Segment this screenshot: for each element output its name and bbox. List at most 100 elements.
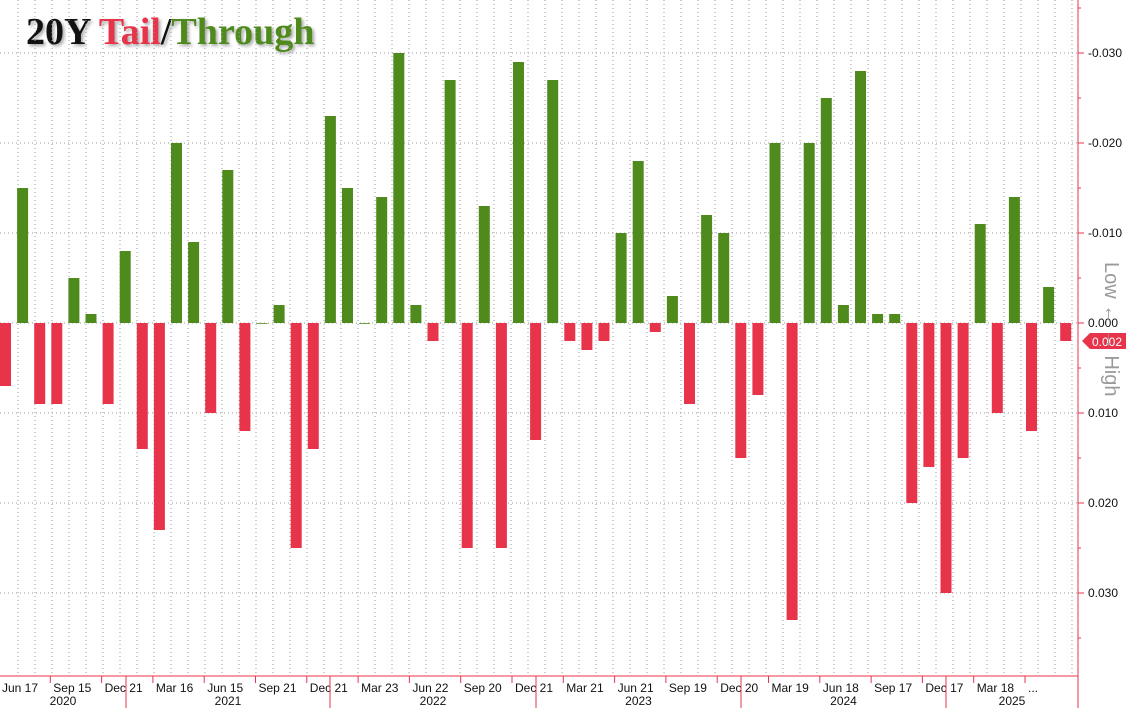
tail-bar: [1026, 323, 1037, 431]
tail-bar: [136, 323, 148, 449]
tail-bar: [735, 323, 747, 458]
tail-bar: [923, 323, 935, 467]
through-bar: [68, 278, 80, 323]
through-bar: [222, 170, 234, 323]
through-bar: [17, 188, 29, 323]
x-tick-label: Mar 16: [156, 681, 194, 695]
x-tick-label: Jun 17: [2, 681, 38, 695]
through-bar: [119, 251, 131, 323]
through-bar: [1008, 197, 1020, 323]
through-bar: [547, 80, 559, 323]
year-label: 2024: [830, 694, 857, 708]
through-bar: [256, 323, 268, 324]
tail-bar: [957, 323, 969, 458]
x-tick-label: Dec 21: [310, 681, 348, 695]
year-label: 2023: [625, 694, 652, 708]
x-tick-label: Jun 15: [207, 681, 243, 695]
last-value-tag: [1082, 333, 1126, 349]
through-bar: [820, 98, 832, 323]
through-bar: [632, 161, 644, 323]
x-axis: Jun 17 Sep 15 Dec 21 Mar 16 Jun 15 Sep 21 Dec …: [0, 675, 1079, 708]
y-axis: -0.030 -0.020 -0.010 0.000 0.010 0.020 0.030 0.…: [1077, 0, 1126, 676]
tail-bar: [51, 323, 63, 404]
through-bar: [478, 206, 490, 323]
through-bar: [803, 143, 815, 323]
tail-bar: [102, 323, 114, 404]
tail-bar: [1060, 323, 1072, 341]
bar-series: [0, 53, 1072, 620]
tail-bar: [940, 323, 952, 593]
x-tick-label: Sep 21: [259, 681, 297, 695]
year-label: 2022: [420, 694, 447, 708]
x-tick-label: Jun 21: [618, 681, 654, 695]
through-bar: [974, 224, 986, 323]
tail-bar: [530, 323, 542, 440]
tail-bar: [153, 323, 165, 530]
y-tick-label: -0.010: [1088, 226, 1122, 240]
y-axis-label-text: Low ← → High: [1100, 262, 1122, 397]
through-bar: [666, 296, 678, 323]
through-bar: [444, 80, 456, 323]
through-bar: [342, 188, 353, 323]
through-bar: [889, 314, 901, 323]
tail-bar: [34, 323, 46, 404]
tail-bar: [495, 323, 507, 548]
through-bar: [188, 242, 200, 323]
tail-bar: [290, 323, 302, 548]
through-bar: [393, 53, 405, 323]
through-bar: [872, 314, 884, 323]
year-label: 2020: [50, 694, 77, 708]
title-slash: /: [160, 11, 172, 53]
through-bar: [359, 323, 371, 324]
x-tick-label: Mar 19: [772, 681, 810, 695]
x-tick-label: Mar 21: [566, 681, 604, 695]
through-bar: [324, 116, 336, 323]
x-tick-label: Sep 15: [53, 681, 91, 695]
tail-bar: [581, 323, 593, 350]
tail-bar: [239, 323, 251, 431]
tail-bar: [752, 323, 764, 395]
title-tail: Tail: [98, 11, 161, 53]
x-tick-label: Dec 21: [105, 681, 143, 695]
through-bar: [513, 62, 524, 323]
chart-title: 20Y Tail/Through: [26, 10, 314, 54]
tail-bar: [598, 323, 610, 341]
through-bar: [837, 305, 849, 323]
tail-bar: [461, 323, 473, 548]
tail-bar: [991, 323, 1003, 413]
last-value-label: 0.002: [1092, 335, 1122, 349]
tail-bar: [307, 323, 319, 449]
tail-bar: [0, 323, 11, 386]
y-tick-label: 0.010: [1088, 406, 1118, 420]
tail-bar: [906, 323, 918, 503]
x-tick-label: ...: [1028, 681, 1038, 695]
through-bar: [855, 71, 866, 323]
title-through: Through: [171, 11, 315, 53]
x-tick-label: Dec 20: [720, 681, 758, 695]
tail-bar: [786, 323, 798, 620]
year-label: 2021: [215, 694, 242, 708]
x-tick-label: Jun 18: [823, 681, 859, 695]
tail-bar: [649, 323, 661, 332]
through-bar: [410, 305, 422, 323]
x-tick-label: Dec 17: [925, 681, 963, 695]
x-tick-label: Jun 22: [412, 681, 448, 695]
through-bar: [273, 305, 285, 323]
through-bar: [1043, 287, 1055, 323]
through-bar: [615, 233, 627, 323]
x-tick-label: Sep 20: [464, 681, 502, 695]
through-bar: [718, 233, 730, 323]
y-tick-label: 0.000: [1088, 316, 1118, 330]
tail-bar: [564, 323, 576, 341]
tail-bar: [427, 323, 439, 341]
through-bar: [376, 197, 388, 323]
through-bar: [171, 143, 182, 323]
x-tick-label: Mar 23: [361, 681, 399, 695]
grid-lines: [0, 0, 1078, 676]
through-bar: [701, 215, 713, 323]
x-tick-label: Mar 18: [977, 681, 1015, 695]
title-main: 20Y: [26, 11, 91, 53]
x-tick-label: Dec 21: [515, 681, 553, 695]
year-label: 2025: [999, 694, 1026, 708]
y-tick-label: -0.020: [1088, 136, 1122, 150]
